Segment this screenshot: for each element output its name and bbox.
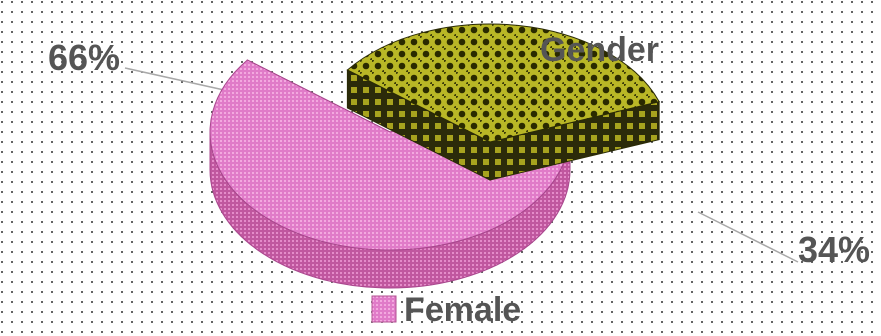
legend-label-female: Female xyxy=(404,291,521,329)
plot-area: 66% 34% xyxy=(48,23,870,289)
data-label-male: 34% xyxy=(798,229,870,270)
legend-swatch-female xyxy=(371,295,397,323)
chart-title: Gender xyxy=(540,31,659,69)
leader-line-male xyxy=(697,211,799,263)
pie-slice-female xyxy=(209,59,571,289)
data-label-female: 66% xyxy=(48,37,120,78)
pie-slice-male xyxy=(346,23,660,181)
slice-top-male xyxy=(346,23,660,143)
legend: Female xyxy=(371,291,521,329)
leader-line-female xyxy=(124,67,234,93)
